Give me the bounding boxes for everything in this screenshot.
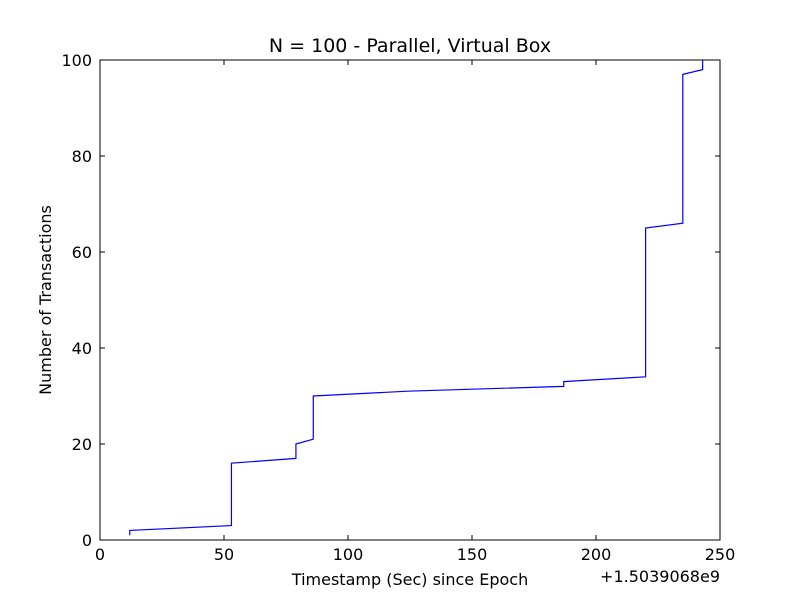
series-line-0 [129, 60, 704, 536]
x-tick-label: 100 [333, 545, 364, 564]
x-tick-label: 200 [581, 545, 612, 564]
x-axis-label: Timestamp (Sec) since Epoch [291, 570, 528, 589]
series-layer [129, 60, 704, 536]
y-tick-label: 80 [72, 147, 92, 166]
x-tick-label: 50 [214, 545, 234, 564]
plot-frame [99, 59, 721, 541]
y-tick-label: 40 [72, 339, 92, 358]
x-offset-label: +1.5039068e9 [600, 567, 720, 586]
ticks-layer: 0 50 100 150 200 250 0 20 40 60 80 100 [61, 51, 735, 564]
y-tick-label: 0 [82, 531, 92, 550]
chart-title: N = 100 - Parallel, Virtual Box [269, 35, 551, 57]
x-tick-label: 0 [95, 545, 105, 564]
y-axis-label: Number of Transactions [36, 205, 55, 395]
y-tick-label: 60 [72, 243, 92, 262]
x-tick-label: 150 [457, 545, 488, 564]
x-tick-label: 250 [705, 545, 736, 564]
y-tick-label: 20 [72, 435, 92, 454]
y-tick-label: 100 [61, 51, 92, 70]
